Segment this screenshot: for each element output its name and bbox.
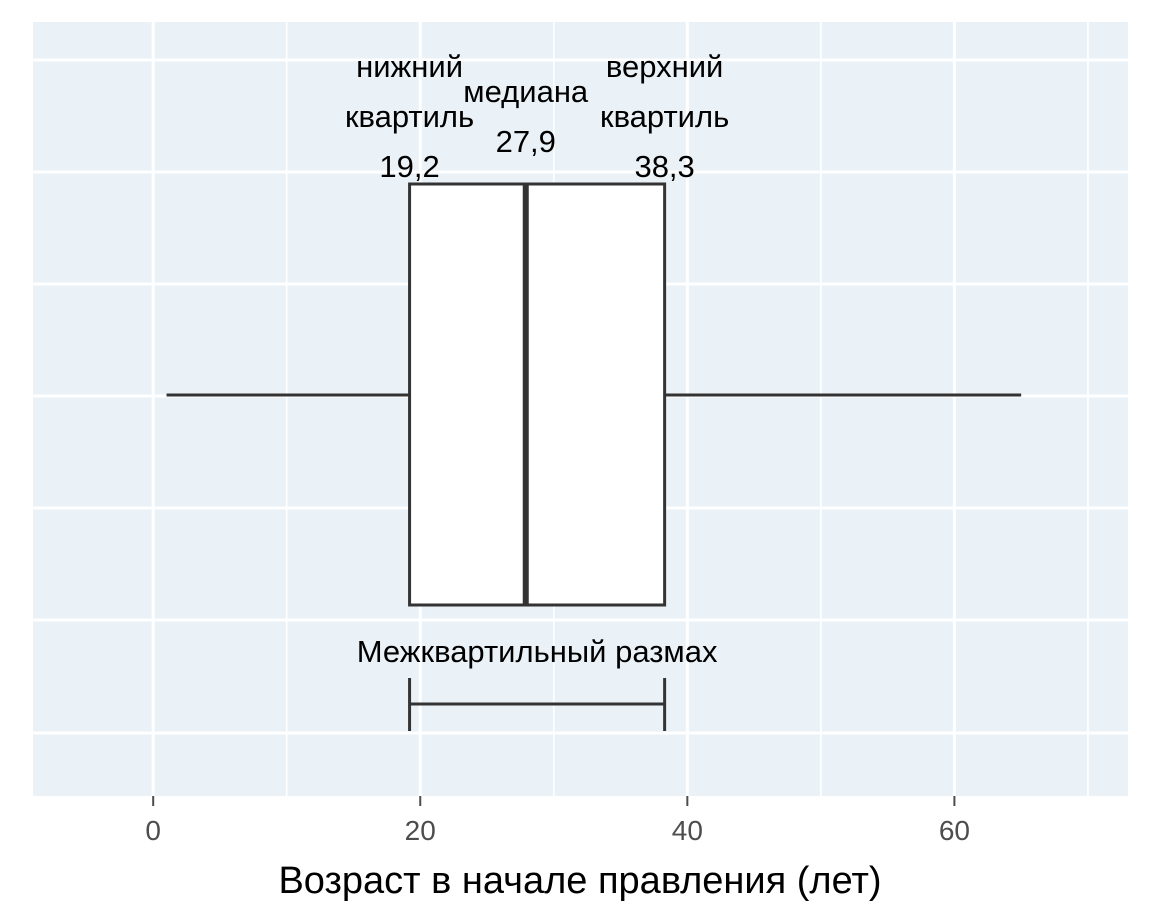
median-value-label: 27,9 (496, 124, 556, 159)
x-tick-label: 60 (939, 815, 970, 846)
q1-value-label: 19,2 (379, 149, 439, 184)
iqr-box (408, 182, 667, 607)
median-label: медиана (463, 74, 589, 109)
x-axis-ticks: 0 20 40 60 (145, 796, 970, 846)
q1-label-line2: квартиль (345, 99, 474, 134)
iqr-label: Межквартильный размах (357, 634, 718, 669)
q3-label-line2: квартиль (600, 99, 729, 134)
q1-label-line1: нижний (356, 49, 463, 84)
x-tick-label: 0 (145, 815, 161, 846)
x-tick-label: 20 (405, 815, 436, 846)
x-axis-label: Возраст в начале правления (лет) (278, 860, 881, 902)
q3-label-line1: верхний (606, 49, 724, 84)
q3-value-label: 38,3 (634, 149, 694, 184)
x-tick-label: 40 (672, 815, 703, 846)
